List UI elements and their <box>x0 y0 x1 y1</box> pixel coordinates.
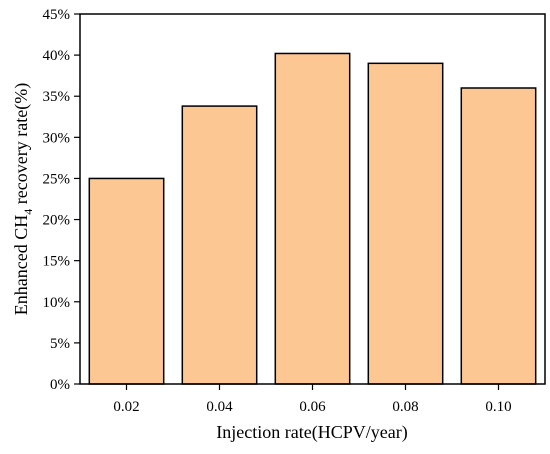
y-tick-label: 0% <box>50 377 70 393</box>
labels-layer: 0% 5% 10% 15% 20% 25% 30% 35% 40% 45% 0.02 0.04 0.06… <box>43 7 512 415</box>
bar-0.10 <box>460 87 537 385</box>
x-axis-title: Injection rate(HCPV/year) <box>216 422 407 443</box>
bar-0.06 <box>274 52 351 385</box>
bar-0.04 <box>181 105 258 385</box>
x-tick-label: 0.02 <box>113 399 139 415</box>
axes-layer <box>74 13 546 390</box>
y-tick-label: 30% <box>43 130 71 146</box>
bars-layer <box>88 52 537 385</box>
x-tick-label: 0.10 <box>485 399 511 415</box>
x-tick-label: 0.04 <box>206 399 233 415</box>
x-tick-label: 0.08 <box>392 399 418 415</box>
y-axis-title-suffix: recovery rate(%) <box>11 83 32 209</box>
y-tick-label: 10% <box>43 295 71 311</box>
y-tick-label: 15% <box>43 254 71 270</box>
y-axis-title: Enhanced CH4 recovery rate(%) <box>11 83 35 315</box>
y-tick-label: 45% <box>43 7 71 23</box>
y-tick-label: 35% <box>43 89 71 105</box>
y-tick-label: 5% <box>50 336 70 352</box>
y-axis-title-prefix: Enhanced CH <box>11 215 31 315</box>
y-tick-label: 40% <box>43 48 71 64</box>
y-tick-label: 20% <box>43 213 71 229</box>
y-tick-label: 25% <box>43 171 71 187</box>
bar-0.08 <box>367 62 444 385</box>
bar-0.02 <box>88 177 165 385</box>
y-axis-title-subscript: 4 <box>21 209 35 215</box>
x-tick-label: 0.06 <box>299 399 326 415</box>
